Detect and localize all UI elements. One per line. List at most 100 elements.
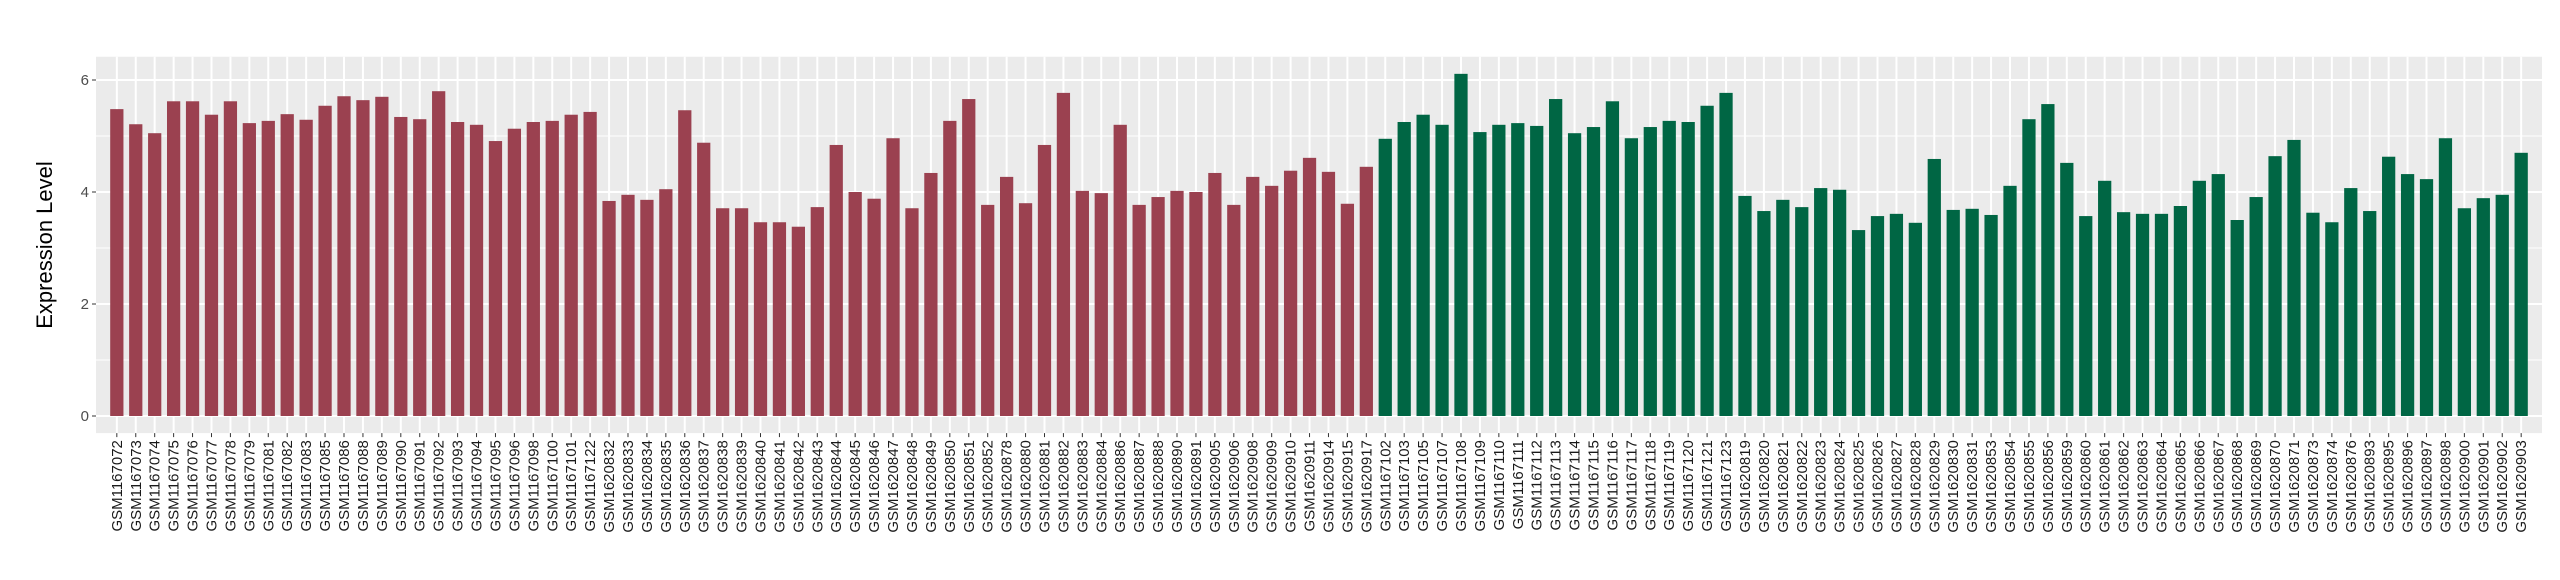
bar-GSM1620830 xyxy=(1946,209,1960,416)
x-tick-label: GSM1620869 xyxy=(2248,440,2265,533)
x-tick-label: GSM1620827 xyxy=(1888,440,1905,533)
bar-GSM1620864 xyxy=(2154,213,2169,416)
bar-GSM1167093 xyxy=(450,122,465,416)
x-tick-label: GSM1167074 xyxy=(147,440,164,531)
x-tick-label: GSM1620824 xyxy=(1832,440,1849,533)
bar-GSM1620860 xyxy=(2079,216,2093,416)
bar-GSM1167098 xyxy=(526,122,540,416)
bar-GSM1620822 xyxy=(1795,207,1809,416)
x-tick-label: GSM1620870 xyxy=(2267,440,2284,533)
bar-GSM1620862 xyxy=(2116,212,2131,416)
bar-GSM1620838 xyxy=(716,208,730,416)
bar-GSM1620897 xyxy=(2419,179,2434,416)
y-tick-label: 0 xyxy=(81,408,89,425)
bar-GSM1620842 xyxy=(791,226,805,416)
x-tick-label: GSM1620902 xyxy=(2494,440,2511,533)
x-tick-label: GSM1620909 xyxy=(1264,440,1281,533)
bar-GSM1620840 xyxy=(753,222,768,416)
bar-GSM1620890 xyxy=(1170,190,1184,416)
x-tick-label: GSM1620883 xyxy=(1074,440,1091,533)
x-tick-label: GSM1167091 xyxy=(412,440,429,531)
x-tick-label: GSM1620828 xyxy=(1907,440,1924,533)
x-tick-label: GSM1620836 xyxy=(677,440,694,533)
x-tick-label: GSM1167117 xyxy=(1623,440,1640,530)
x-tick-label: GSM1620854 xyxy=(2002,440,2019,533)
bar-GSM1620837 xyxy=(697,142,711,416)
bar-GSM1620895 xyxy=(2382,156,2396,416)
bar-GSM1620829 xyxy=(1927,158,1941,416)
bar-GSM1620873 xyxy=(2306,212,2320,416)
bar-GSM1167077 xyxy=(204,114,219,416)
x-axis: GSM1167072 GSM1167073 GSM1167074 GSM1167075… xyxy=(109,433,2530,533)
x-tick-label: GSM1620876 xyxy=(2343,440,2360,533)
bar-GSM1620917 xyxy=(1359,166,1373,416)
x-tick-label: GSM1620849 xyxy=(923,440,940,533)
x-tick-label: GSM1167113 xyxy=(1548,440,1565,530)
x-tick-label: GSM1620886 xyxy=(1112,440,1129,533)
bar-GSM1620833 xyxy=(621,194,635,416)
x-tick-label: GSM1167075 xyxy=(166,440,183,531)
x-tick-label: GSM1167079 xyxy=(241,440,258,531)
bar-GSM1167117 xyxy=(1624,138,1639,417)
x-tick-label: GSM1167073 xyxy=(128,440,145,531)
x-tick-label: GSM1167119 xyxy=(1661,440,1678,530)
bar-GSM1167118 xyxy=(1643,127,1657,416)
bar-GSM1620870 xyxy=(2268,156,2282,416)
x-tick-label: GSM1167102 xyxy=(1377,440,1394,531)
bar-GSM1620820 xyxy=(1757,211,1771,416)
x-tick-label: GSM1167122 xyxy=(582,440,599,531)
x-tick-label: GSM1620856 xyxy=(2040,440,2057,533)
bar-GSM1620841 xyxy=(772,222,787,416)
x-tick-label: GSM1620825 xyxy=(1851,440,1868,533)
x-tick-label: GSM1620881 xyxy=(1036,440,1053,533)
x-tick-label: GSM1167110 xyxy=(1491,440,1508,530)
x-tick-label: GSM1167121 xyxy=(1699,440,1716,531)
x-tick-label: GSM1620866 xyxy=(2191,440,2208,533)
x-tick-label: GSM1167077 xyxy=(203,440,220,531)
bar-GSM1620848 xyxy=(905,208,919,416)
bar-GSM1167090 xyxy=(394,116,408,417)
bar-GSM1620854 xyxy=(2003,185,2017,416)
bar-GSM1620874 xyxy=(2325,222,2339,416)
bar-GSM1620853 xyxy=(1984,214,1998,416)
x-tick-label: GSM1620897 xyxy=(2419,440,2436,533)
bar-GSM1620856 xyxy=(2041,104,2055,416)
x-tick-label: GSM1620914 xyxy=(1320,440,1337,533)
x-tick-label: GSM1620859 xyxy=(2059,440,2076,533)
bar-GSM1620846 xyxy=(867,198,881,416)
bar-GSM1620888 xyxy=(1151,197,1165,416)
x-tick-label: GSM1620822 xyxy=(1794,440,1811,533)
bar-GSM1620849 xyxy=(924,172,938,416)
x-tick-label: GSM1620834 xyxy=(639,440,656,533)
bar-GSM1167114 xyxy=(1567,133,1582,416)
bar-GSM1167083 xyxy=(299,119,313,416)
x-tick-label: GSM1620878 xyxy=(999,440,1016,533)
x-tick-label: GSM1620900 xyxy=(2456,440,2473,533)
x-tick-label: GSM1167086 xyxy=(336,440,353,531)
bar-GSM1620901 xyxy=(2476,198,2490,416)
bar-GSM1167079 xyxy=(242,123,256,417)
bar-GSM1167120 xyxy=(1681,122,1695,416)
bar-GSM1620884 xyxy=(1094,193,1108,416)
x-tick-label: GSM1620821 xyxy=(1775,440,1792,533)
x-tick-label: GSM1620896 xyxy=(2400,440,2417,533)
bar-GSM1620861 xyxy=(2098,180,2112,416)
bar-GSM1620831 xyxy=(1965,208,1979,416)
x-tick-label: GSM1620874 xyxy=(2324,440,2341,533)
x-tick-label: GSM1620868 xyxy=(2229,440,2246,533)
x-tick-label: GSM1167093 xyxy=(450,440,467,531)
bar-GSM1620905 xyxy=(1208,172,1222,416)
bar-GSM1620909 xyxy=(1265,185,1279,416)
bar-GSM1167078 xyxy=(223,101,238,416)
x-tick-label: GSM1620893 xyxy=(2362,440,2379,533)
x-tick-label: GSM1167082 xyxy=(279,440,296,531)
bar-GSM1167096 xyxy=(507,128,522,416)
x-tick-label: GSM1620851 xyxy=(961,440,978,533)
bar-GSM1620863 xyxy=(2135,213,2150,416)
x-tick-label: GSM1167107 xyxy=(1434,440,1451,531)
bar-GSM1167095 xyxy=(488,141,503,417)
x-tick-label: GSM1167120 xyxy=(1680,440,1697,531)
x-tick-label: GSM1620861 xyxy=(2097,440,2114,533)
bar-GSM1620843 xyxy=(810,207,824,416)
x-tick-label: GSM1620890 xyxy=(1169,440,1186,533)
